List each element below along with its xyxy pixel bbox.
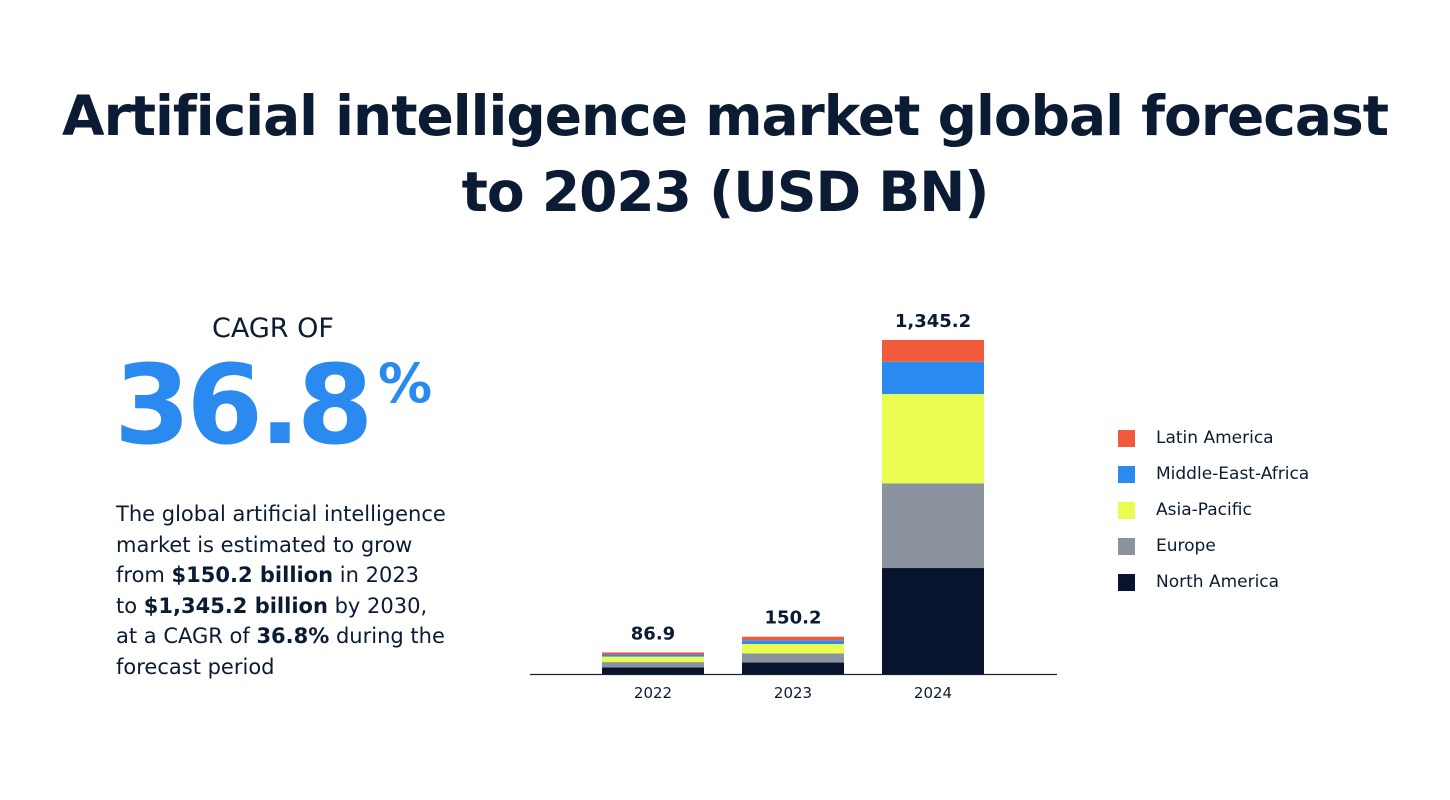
bar-segment-2023-north-america xyxy=(742,662,844,674)
legend-label-north-america: North America xyxy=(1156,572,1280,592)
title-line-1: Artificial intelligence market global fo… xyxy=(62,84,1389,148)
bar-total-label-2024: 1,345.2 xyxy=(895,311,971,332)
bar-total-label-2022: 86.9 xyxy=(631,623,675,644)
description-highlight-2030-value: $1,345.2 billion xyxy=(143,593,328,618)
description-text: in 2023 xyxy=(333,563,420,587)
description-line-2: market is estimated to grow xyxy=(116,532,413,557)
legend-label-latin-america: Latin America xyxy=(1156,428,1274,448)
legend-label-asia-pacific: Asia-Pacific xyxy=(1156,500,1252,520)
description-text: at a CAGR of xyxy=(116,624,257,648)
x-tick-label-2022: 2022 xyxy=(634,684,672,702)
description-line-6: forecast period xyxy=(116,654,275,679)
bar-segment-2024-asia-pacific xyxy=(882,394,984,484)
bar-segment-2024-middle-east-africa xyxy=(882,361,984,395)
bar-segment-2022-asia-pacific xyxy=(602,656,704,663)
description-text: to xyxy=(116,593,144,618)
chart-title: Artificial intelligence market global fo… xyxy=(0,78,1450,230)
legend-swatch-latin-america xyxy=(1118,429,1135,447)
bar-total-label-2023: 150.2 xyxy=(765,608,822,629)
bar-segment-2023-asia-pacific xyxy=(742,643,844,654)
bar-segment-2024-latin-america xyxy=(882,340,984,362)
legend-swatch-middle-east-africa xyxy=(1118,465,1135,483)
description-highlight-2023-value: $150.2 billion xyxy=(171,563,334,587)
description-text: from xyxy=(116,563,172,587)
bar-segment-2024-north-america xyxy=(882,568,984,674)
description-line-1: The global artificial intelligence xyxy=(116,502,446,526)
legend-item-europe: Europe xyxy=(1118,528,1309,564)
description-line-3: from $150.2 billion in 2023 xyxy=(116,560,516,591)
legend-item-asia-pacific: Asia-Pacific xyxy=(1118,492,1309,528)
legend-label-middle-east-africa: Middle-East-Africa xyxy=(1156,464,1310,484)
bar-segment-2023-europe xyxy=(742,653,844,663)
x-tick-label-2024: 2024 xyxy=(914,684,952,702)
description-text: during the xyxy=(329,624,445,648)
legend-swatch-asia-pacific xyxy=(1118,501,1135,519)
bar-segment-2022-latin-america xyxy=(602,652,704,655)
bar-segment-2022-north-america xyxy=(602,667,704,674)
description-line-4: to $1,345.2 billion by 2030, xyxy=(116,591,516,622)
bar-segment-2023-middle-east-africa xyxy=(742,640,844,644)
title-line-2: to 2023 (USD BN) xyxy=(461,160,990,224)
legend-label-europe: Europe xyxy=(1156,536,1216,556)
legend-item-latin-america: Latin America xyxy=(1118,420,1309,456)
bar-segment-2023-latin-america xyxy=(742,636,844,641)
description-text: by 2030, xyxy=(327,593,428,618)
legend-item-north-america: North America xyxy=(1118,564,1309,600)
legend-swatch-europe xyxy=(1118,537,1135,555)
cagr-percent-sign: % xyxy=(378,352,433,415)
market-description: The global artificial intelligence marke… xyxy=(116,499,516,682)
bar-segment-2022-europe xyxy=(602,662,704,668)
x-tick-label-2023: 2023 xyxy=(774,684,812,702)
description-highlight-cagr: 36.8% xyxy=(256,624,330,648)
legend-swatch-north-america xyxy=(1118,573,1135,591)
legend-item-middle-east-africa: Middle-East-Africa xyxy=(1118,456,1309,492)
bar-segment-2024-europe xyxy=(882,483,984,569)
description-line-5: at a CAGR of 36.8% during the xyxy=(116,621,516,652)
cagr-value: 36.8 xyxy=(114,341,373,469)
chart-legend: Latin America Middle-East-Africa Asia-Paci… xyxy=(1118,420,1309,600)
bar-segment-2022-middle-east-africa xyxy=(602,654,704,657)
cagr-label: CAGR OF xyxy=(212,313,334,344)
